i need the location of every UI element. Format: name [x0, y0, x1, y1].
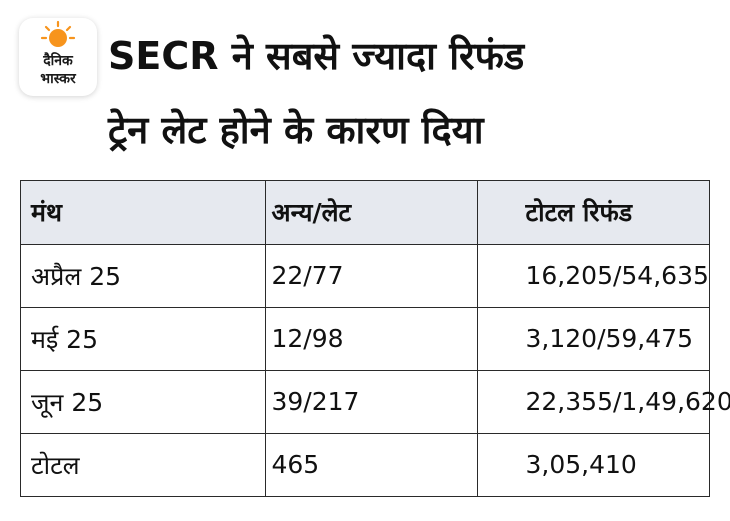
- column-header-month: मंथ: [21, 181, 266, 244]
- logo-text-line2: भास्कर: [40, 71, 76, 87]
- headline-line2: ट्रेन लेट होने के कारण दिया: [108, 108, 484, 152]
- refund-table: मंथ अन्य/लेट टोटल रिफंड अप्रैल 25 22/77 …: [20, 180, 730, 497]
- cell-month: अप्रैल 25: [21, 244, 266, 307]
- column-header-other-late: अन्य/लेट: [265, 181, 478, 244]
- cell-total-refund: 3,05,410: [525, 450, 637, 480]
- cell-month: जून 25: [21, 370, 266, 433]
- sun-icon: [40, 20, 76, 47]
- cell-total-refund: 16,205/54,635: [525, 261, 709, 290]
- table-row-total: टोटल 465 3,05,410: [21, 433, 709, 496]
- cell-total-refund: 3,120/59,475: [525, 324, 693, 353]
- cell-month: मई 25: [21, 307, 266, 370]
- cell-other-late: 39/217: [265, 370, 478, 433]
- logo-text-line1: दैनिक: [43, 53, 73, 69]
- dainik-bhaskar-logo: दैनिक भास्कर: [19, 18, 97, 96]
- cell-other-late: 465: [265, 433, 478, 496]
- table-row: अप्रैल 25 22/77 16,205/54,635: [21, 244, 709, 307]
- headline-line1: SECR ने सबसे ज्यादा रिफंड: [108, 34, 525, 78]
- table-row: मई 25 12/98 3,120/59,475: [21, 307, 709, 370]
- cell-month: टोटल: [21, 433, 266, 496]
- cell-total-refund: 22,355/1,49,620: [525, 387, 730, 416]
- column-header-total-refund: टोटल रिफंड: [525, 198, 633, 228]
- table-header-row: मंथ अन्य/लेट टोटल रिफंड: [21, 181, 709, 244]
- cell-other-late: 22/77: [265, 244, 478, 307]
- table-row: जून 25 39/217 22,355/1,49,620: [21, 370, 730, 433]
- cell-other-late: 12/98: [265, 307, 478, 370]
